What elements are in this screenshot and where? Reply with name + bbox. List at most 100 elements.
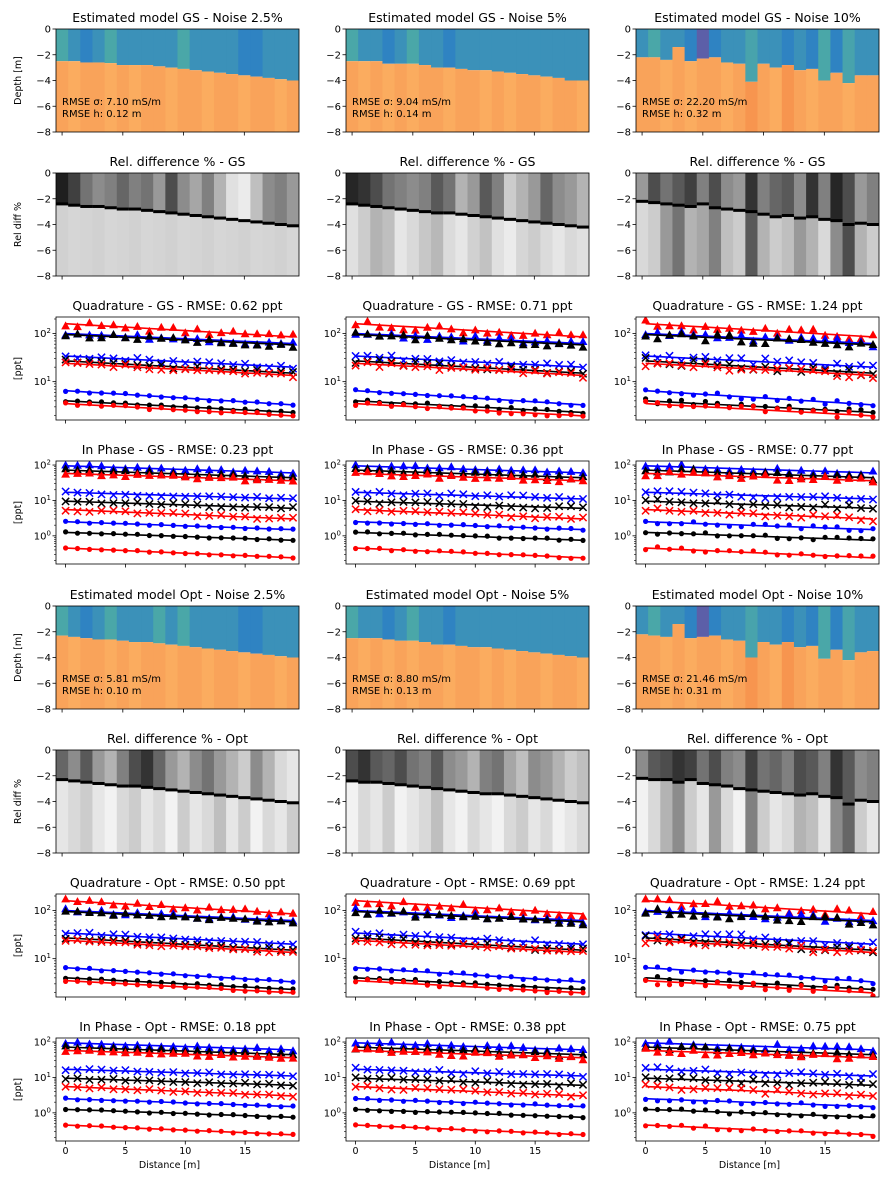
data-point <box>497 1101 502 1106</box>
data-point <box>75 979 80 984</box>
data-point <box>798 359 805 366</box>
data-point <box>449 405 454 410</box>
layer-bottom-cell <box>287 81 300 133</box>
data-point <box>579 504 586 511</box>
data-point <box>580 1132 585 1137</box>
data-point <box>858 407 863 412</box>
y-tick-label: 102 <box>34 327 51 340</box>
y-tick-label: 101 <box>324 494 341 507</box>
panel-title: Estimated model Opt - Noise 2.5% <box>70 587 286 602</box>
layer-bottom-cell <box>660 637 673 709</box>
data-point <box>377 1108 382 1113</box>
data-point <box>870 993 875 998</box>
layer-bottom-cell <box>141 787 154 853</box>
layer-top-cell <box>528 750 541 798</box>
data-point <box>231 525 236 530</box>
data-point <box>775 552 780 557</box>
boundary-mark <box>141 209 154 212</box>
data-point <box>377 1098 382 1103</box>
data-point <box>435 322 444 330</box>
y-tick-label: −6 <box>326 823 341 834</box>
boundary-mark <box>794 217 807 220</box>
data-point <box>231 988 236 993</box>
layer-bottom-cell <box>129 786 142 853</box>
data-point <box>377 520 382 525</box>
boundary-mark <box>577 226 590 229</box>
y-tick-label: 0 <box>335 602 341 613</box>
data-point <box>544 1070 551 1077</box>
y-tick-label: 102 <box>324 904 341 917</box>
data-point <box>557 555 562 560</box>
data-point <box>847 401 852 406</box>
data-point <box>473 972 478 977</box>
data-point <box>353 387 358 392</box>
y-tick-label: 0 <box>625 746 631 757</box>
layer-top-cell <box>733 606 746 641</box>
data-point <box>449 970 454 975</box>
data-point <box>255 1103 260 1108</box>
data-point <box>87 966 92 971</box>
data-point <box>193 906 202 914</box>
data-point <box>401 967 406 972</box>
layer-bottom-cell <box>275 656 288 709</box>
layer-bottom-cell <box>672 205 685 276</box>
y-tick-label: −2 <box>36 771 51 782</box>
layer-bottom-cell <box>855 75 868 132</box>
data-point <box>870 554 875 559</box>
y-tick-label: 102 <box>614 459 631 472</box>
layer-bottom-cell <box>709 636 722 709</box>
x-tick-label: 10 <box>179 1146 191 1157</box>
data-point <box>110 507 117 514</box>
data-point <box>485 1129 490 1134</box>
boundary-mark <box>830 796 843 799</box>
layer-bottom-cell <box>263 800 276 853</box>
data-point <box>389 531 394 536</box>
boundary-mark <box>178 790 191 793</box>
data-point <box>377 966 382 971</box>
y-tick-label: −6 <box>616 679 631 690</box>
rmse-annotation: RMSE h: 0.13 m <box>352 686 432 697</box>
data-point <box>858 978 863 983</box>
layer-bottom-cell <box>867 75 880 132</box>
y-tick-label: 101 <box>34 952 51 965</box>
data-point <box>557 413 562 418</box>
y-tick-label: 0 <box>45 25 51 36</box>
data-point <box>508 503 515 510</box>
layer-top-cell <box>516 29 529 74</box>
layer-bottom-cell <box>68 205 81 276</box>
data-point <box>75 389 80 394</box>
data-point <box>533 553 538 558</box>
data-point <box>677 1049 686 1057</box>
layer-bottom-cell <box>685 780 698 853</box>
data-point <box>255 399 260 404</box>
panel-title: In Phase - GS - RMSE: 0.23 ppt <box>82 442 274 457</box>
layer-bottom-cell <box>818 796 831 853</box>
data-point <box>413 1098 418 1103</box>
data-point <box>123 1125 128 1130</box>
data-point <box>655 521 660 526</box>
layer-bottom-cell <box>540 77 553 132</box>
boundary-mark <box>782 214 795 217</box>
data-point <box>641 332 650 340</box>
layer-top-cell <box>141 29 154 65</box>
data-point <box>568 1131 573 1136</box>
layer-bottom-cell <box>855 800 868 853</box>
data-point <box>207 1112 212 1117</box>
data-point <box>99 390 104 395</box>
layer-bottom-cell <box>358 205 371 276</box>
data-point <box>702 1066 709 1073</box>
data-point <box>580 414 585 419</box>
data-point <box>567 503 574 510</box>
boundary-mark <box>648 778 661 781</box>
data-point <box>183 534 188 539</box>
data-point <box>763 972 768 977</box>
data-point <box>847 535 852 540</box>
data-point <box>411 461 420 469</box>
panel-quad-opt-10: 101102Quadrature - Opt - RMSE: 1.24 ppt <box>614 875 879 1001</box>
plot-area <box>351 317 587 419</box>
data-point <box>787 988 792 993</box>
data-point <box>266 949 273 956</box>
layer-bottom-cell <box>660 780 673 853</box>
data-point <box>485 973 490 978</box>
data-point <box>545 407 550 412</box>
